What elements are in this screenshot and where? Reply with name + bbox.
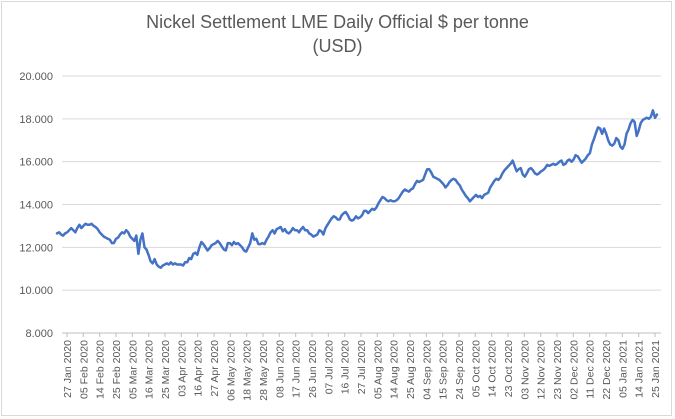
x-tick-label: 24 Sep 2020 — [454, 340, 466, 400]
x-tick-label: 14 Aug 2020 — [389, 340, 401, 399]
x-tick-label: 27 Jul 2020 — [356, 340, 368, 394]
x-tick-label: 02 Dec 2020 — [568, 340, 580, 400]
x-tick-label: 28 May 2020 — [258, 340, 270, 401]
axes — [62, 332, 661, 337]
y-tick-label: 10.000 — [19, 285, 53, 297]
x-tick-label: 11 Dec 2020 — [585, 340, 597, 399]
x-tick-label: 25 Aug 2020 — [405, 340, 417, 399]
y-tick-label: 14.000 — [19, 200, 53, 212]
y-tick-label: 12.000 — [19, 242, 53, 254]
x-tick-label: 04 Sep 2020 — [421, 340, 433, 400]
gridlines — [62, 75, 661, 334]
x-tick-label: 08 Jun 2020 — [274, 340, 286, 398]
chart-title: Nickel Settlement LME Daily Official $ p… — [0, 10, 675, 58]
x-tick-label: 05 Aug 2020 — [372, 340, 384, 399]
x-tick-label: 05 Mar 2020 — [127, 340, 139, 399]
x-tick-label: 12 Nov 2020 — [536, 340, 548, 400]
x-tick-label: 16 Mar 2020 — [144, 340, 156, 399]
x-tick-label: 25 Mar 2020 — [160, 340, 172, 399]
x-tick-label: 22 Dec 2020 — [601, 340, 613, 400]
y-axis-tick-labels: 8.000 10.000 12.000 14.000 16.000 18.000 20.00… — [19, 71, 53, 340]
x-tick-label: 27 Apr 2020 — [209, 340, 221, 397]
x-tick-label: 16 Apr 2020 — [193, 340, 205, 397]
x-tick-label: 23 Oct 2020 — [503, 340, 515, 397]
y-tick-label: 8.000 — [25, 328, 53, 340]
x-tick-label: 27 Jan 2020 — [62, 340, 74, 398]
y-tick-label: 18.000 — [19, 114, 53, 126]
x-tick-label: 03 Nov 2020 — [519, 340, 531, 400]
x-tick-label: 14 Feb 2020 — [95, 340, 107, 399]
x-tick-label: 17 Jun 2020 — [291, 340, 303, 398]
x-tick-label: 05 Feb 2020 — [78, 340, 90, 399]
y-tick-label: 16.000 — [19, 157, 53, 169]
series-layer — [55, 109, 659, 269]
x-tick-label: 07 Jul 2020 — [323, 340, 335, 394]
x-tick-label: 05 Jan 2021 — [617, 340, 629, 398]
chart-title-line-1: Nickel Settlement LME Daily Official $ p… — [146, 12, 529, 32]
x-tick-label: 14 Jan 2021 — [634, 340, 646, 398]
x-tick-label: 23 Nov 2020 — [552, 340, 564, 400]
x-tick-label: 18 May 2020 — [242, 340, 254, 401]
x-tick-label: 16 Jul 2020 — [340, 340, 352, 394]
x-tick-label: 03 Apr 2020 — [176, 340, 188, 397]
x-axis-tick-labels: 27 Jan 2020 05 Feb 2020 14 Feb 2020 25 Feb … — [62, 340, 662, 401]
series-line — [55, 109, 659, 269]
x-tick-label: 26 Jun 2020 — [307, 340, 319, 398]
chart-title-line-2: (USD) — [312, 36, 363, 56]
x-tick-label: 06 May 2020 — [225, 340, 237, 401]
x-tick-label: 25 Feb 2020 — [111, 340, 123, 399]
x-tick-label: 25 Jan 2021 — [650, 340, 662, 398]
x-tick-label: 14 Oct 2020 — [487, 340, 499, 397]
y-tick-label: 20.000 — [19, 71, 53, 83]
x-tick-label: 15 Sep 2020 — [438, 340, 450, 400]
x-tick-label: 05 Oct 2020 — [470, 340, 482, 397]
